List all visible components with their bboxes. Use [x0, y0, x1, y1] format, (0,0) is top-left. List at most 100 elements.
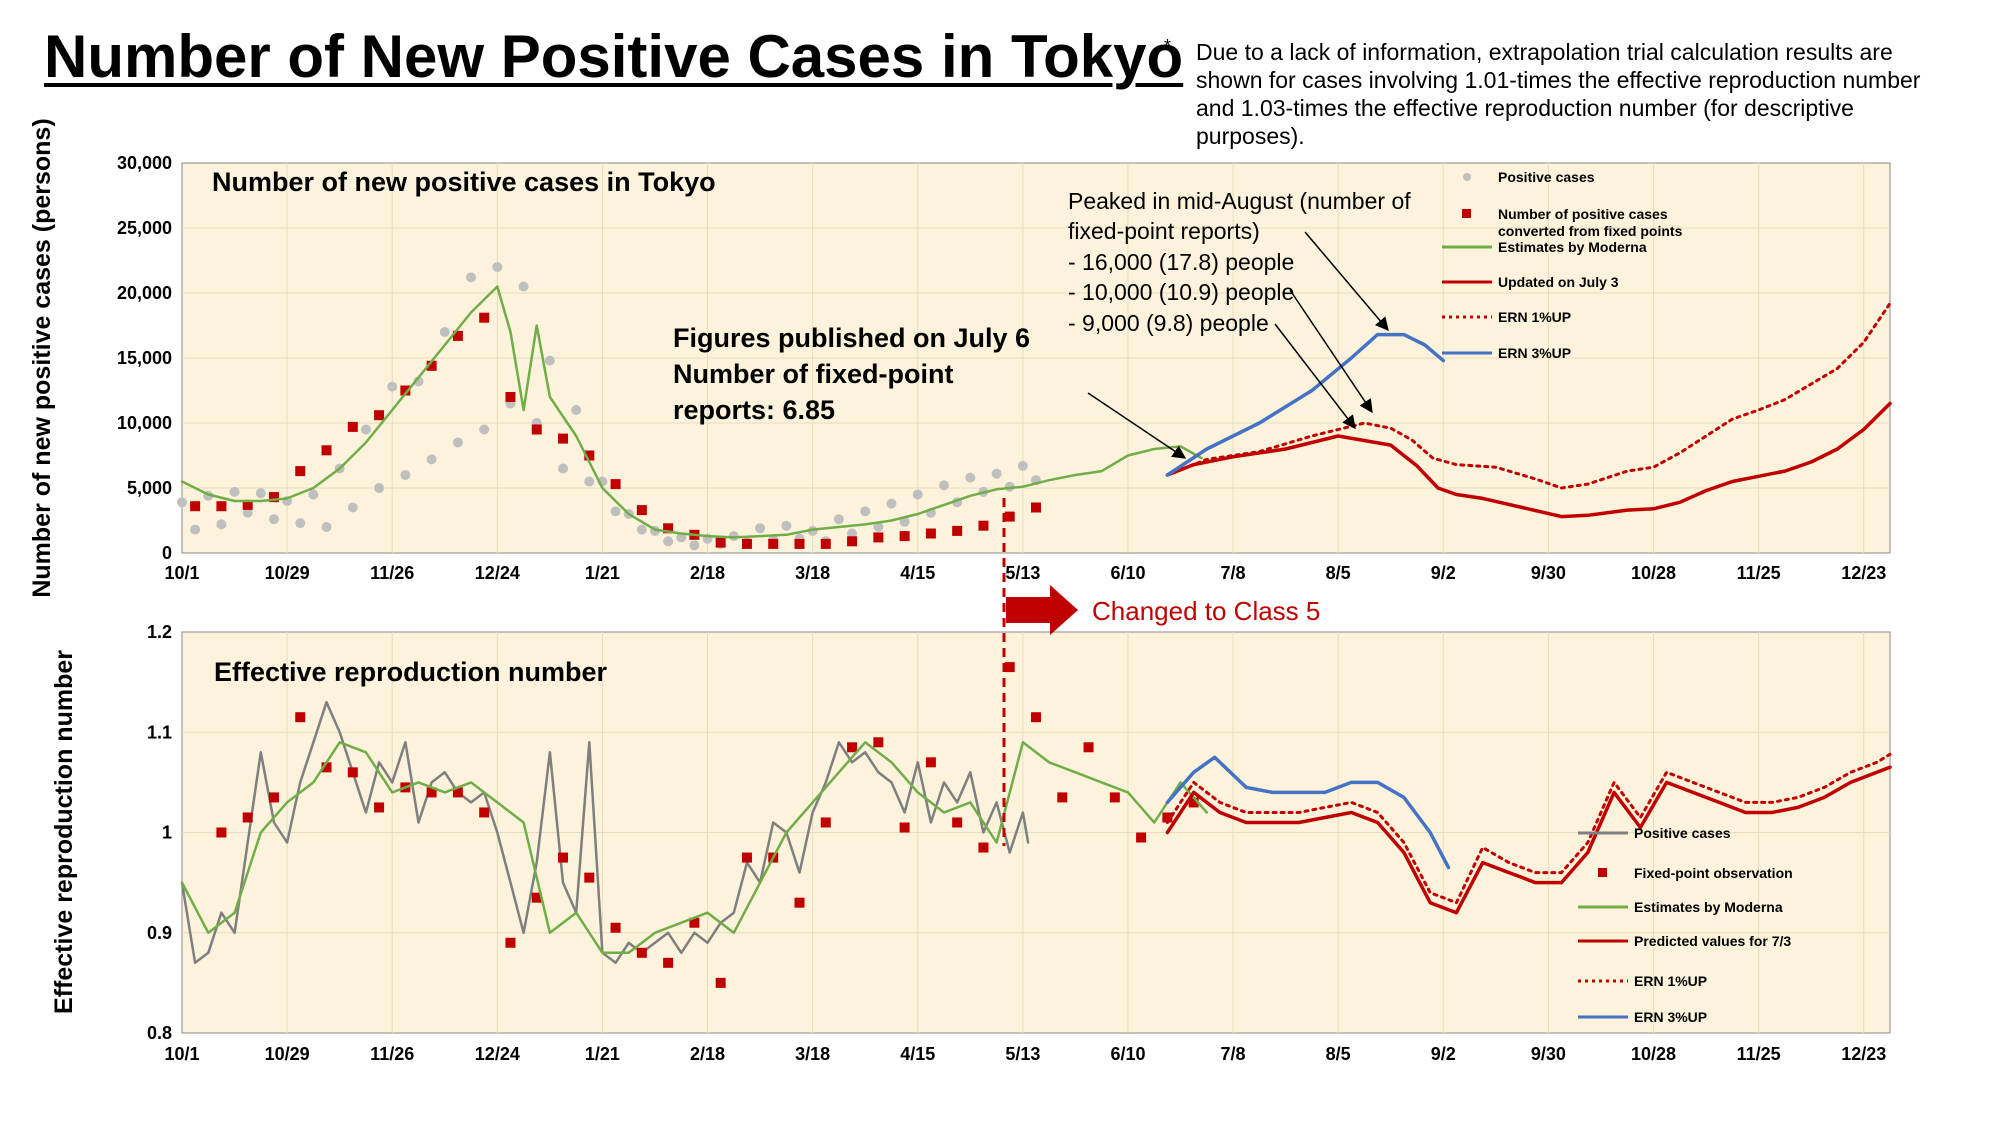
fixed-point-marker — [1031, 502, 1041, 513]
positive-cases-point — [965, 472, 976, 483]
figures-annotation-line2: Number of fixed-point — [673, 359, 953, 389]
y-tick-label: 25,000 — [117, 218, 172, 238]
x-tick-label: 1/21 — [585, 1044, 620, 1064]
x-tick-label: 12/24 — [475, 1044, 520, 1064]
fixed-point-marker — [216, 827, 227, 838]
peak-annotation-line1: Peaked in mid-August (number of — [1068, 188, 1411, 214]
x-tick-label: 12/23 — [1841, 563, 1886, 583]
ern-chart-title: Effective reproduction number — [214, 657, 608, 687]
positive-cases-point — [360, 424, 371, 435]
legend-label: Positive cases — [1498, 169, 1595, 185]
x-tick-label: 8/5 — [1326, 563, 1351, 583]
figures-annotation-line3: reports: 6.85 — [673, 395, 835, 425]
fixed-point-marker — [347, 767, 358, 778]
fixed-point-marker — [899, 822, 910, 833]
x-tick-label: 5/13 — [1005, 1044, 1040, 1064]
cases-y-ticks: 0 5,000 10,000 15,000 20,000 25,000 30,000 — [117, 153, 172, 563]
positive-cases-point — [781, 520, 792, 531]
x-tick-label: 3/18 — [795, 563, 830, 583]
page-title: Number of New Positive Cases in Tokyo — [44, 23, 1184, 90]
peak-arrow-10000 — [1289, 289, 1373, 414]
x-tick-label: 6/10 — [1110, 563, 1145, 583]
positive-cases-point — [216, 519, 227, 530]
fixed-point-marker — [531, 424, 542, 435]
fixed-point-marker — [1136, 832, 1147, 843]
fixed-point-marker — [978, 842, 989, 853]
positive-cases-point — [426, 454, 437, 465]
y-tick-label: 30,000 — [117, 153, 172, 173]
fixed-point-marker — [426, 360, 437, 371]
y-tick-label: 20,000 — [117, 283, 172, 303]
positive-cases-point — [452, 437, 463, 448]
fixed-point-marker — [558, 852, 569, 863]
figures-annotation: Figures published on July 6 Number of fi… — [673, 323, 1187, 459]
legend-label: Predicted values for 7/3 — [1634, 933, 1791, 949]
x-tick-label: 9/2 — [1431, 563, 1456, 583]
cases-chart-title: Number of new positive cases in Tokyo — [212, 167, 716, 197]
cases-y-axis-label-text: Number of new positive cases (persons) — [28, 118, 56, 597]
positive-cases-point — [466, 272, 477, 283]
positive-cases-point — [400, 470, 411, 480]
positive-cases-point — [873, 522, 884, 532]
x-tick-label: 5/13 — [1005, 563, 1040, 583]
positive-cases-point — [308, 489, 319, 500]
fixed-point-marker — [952, 817, 963, 828]
positive-cases-point — [847, 528, 858, 539]
cases-chart: 0 5,000 10,000 15,000 20,000 25,000 30,000 10/… — [28, 118, 1892, 598]
updated-on-july-3-line — [1165, 401, 1892, 519]
positive-cases-point — [190, 524, 201, 535]
positive-cases-point — [229, 486, 240, 497]
fixed-point-marker — [242, 812, 253, 823]
peak-arrow-16000 — [1304, 231, 1389, 332]
fixed-point-marker — [1162, 812, 1173, 823]
fixed-point-marker — [452, 330, 463, 341]
positive-cases-point — [899, 516, 910, 527]
legend-label: ERN 3%UP — [1634, 1009, 1707, 1025]
fixed-point-marker — [847, 536, 858, 547]
x-tick-label: 4/15 — [900, 563, 935, 583]
fixed-point-marker — [925, 757, 936, 768]
positive-cases-point — [242, 507, 253, 518]
fixed-point-marker — [190, 501, 201, 512]
x-tick-label: 11/25 — [1737, 1044, 1781, 1064]
x-tick-label: 2/18 — [690, 1044, 725, 1064]
x-tick-label: 10/29 — [265, 1044, 310, 1064]
ern-legend: Positive cases Fixed-point observation Est… — [1578, 825, 1793, 1025]
fixed-point-marker — [1188, 797, 1199, 808]
positive-cases-point — [663, 536, 674, 547]
peak-arrow-9000 — [1274, 323, 1356, 430]
figures-annotation-line1: Figures published on July 6 — [673, 323, 1030, 353]
positive-cases-point — [387, 381, 398, 392]
peak-annotation-line3: - 16,000 (17.8) people — [1068, 249, 1294, 275]
fixed-point-marker — [978, 520, 989, 531]
class5-label: Changed to Class 5 — [1092, 596, 1320, 626]
fixed-point-marker — [925, 528, 936, 539]
x-tick-label: 11/26 — [370, 563, 414, 583]
x-tick-label: 6/10 — [1110, 1044, 1145, 1064]
legend-label: ERN 1%UP — [1634, 973, 1707, 989]
x-tick-label: 10/1 — [164, 563, 199, 583]
peak-annotation-line4: - 10,000 (10.9) people — [1068, 279, 1294, 305]
predicted-values-for-7-3-line — [1165, 765, 1892, 915]
class5-arrow — [1006, 585, 1078, 635]
fixed-point-marker — [741, 538, 752, 549]
fixed-point-marker — [321, 445, 332, 456]
fixed-point-marker — [899, 531, 910, 542]
positive-cases-point — [518, 281, 529, 292]
x-tick-label: 7/8 — [1221, 563, 1246, 583]
positive-cases-point — [268, 514, 279, 525]
positive-cases-point — [177, 497, 187, 508]
fixed-point-marker — [636, 947, 647, 958]
positive-cases-point — [439, 327, 450, 337]
fixed-point-marker — [584, 450, 595, 461]
positive-cases-point — [939, 480, 950, 491]
legend-label: converted from fixed points — [1498, 223, 1683, 239]
peak-annotation-line5: - 9,000 (9.8) people — [1068, 310, 1269, 336]
y-tick-label: 1 — [162, 823, 172, 843]
positive-cases-point — [860, 506, 871, 517]
y-tick-label: 15,000 — [117, 348, 172, 368]
ern-y-axis-label: Effective reproduction number — [50, 650, 78, 1014]
x-tick-label: 7/8 — [1221, 1044, 1246, 1064]
cases-grid — [182, 163, 1890, 553]
legend-label: Number of positive cases — [1498, 206, 1668, 222]
